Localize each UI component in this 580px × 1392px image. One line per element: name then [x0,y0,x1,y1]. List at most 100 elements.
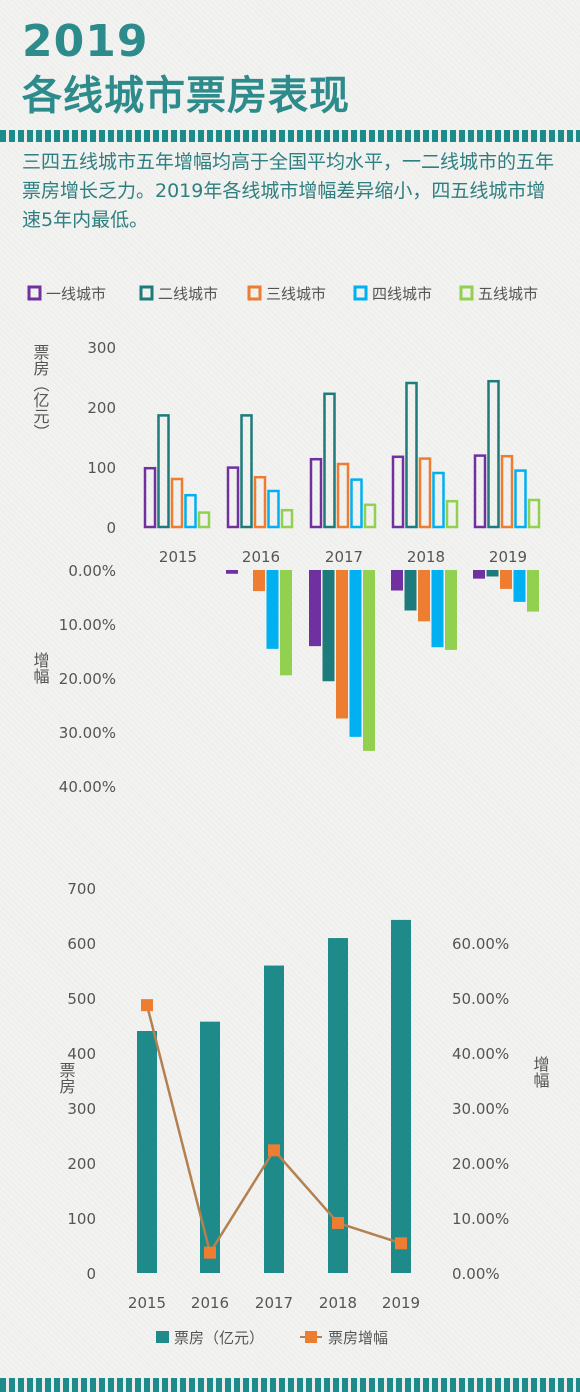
line-point [268,1144,280,1157]
description: 三四五线城市五年增幅均高于全国平均水平，一二线城市的五年票房增长乏力。2019年… [22,151,555,231]
legend-label-1: 一线城市 [46,285,106,303]
bar [445,570,457,650]
bar [328,938,348,1273]
y-tick-label: 10.00% [59,616,116,634]
x-tick-label: 2015 [159,548,197,566]
bar [527,498,541,529]
bar [197,511,211,529]
y-tick-label: 0.00% [68,562,116,580]
y-tick-label: 500 [67,990,96,1008]
y-tick-label: 300 [87,339,116,357]
x-tick-label: 2016 [242,548,280,566]
x-tick-label: 2015 [128,1294,166,1312]
y-tick-label: 700 [67,880,96,898]
legend-label-5: 五线城市 [478,285,538,303]
bar [143,466,157,529]
y-tick-label: 400 [67,1045,96,1063]
line-point [395,1237,407,1250]
bar [473,454,487,529]
legend-label-box-office: 票房（亿元） [174,1329,264,1347]
bar [309,570,321,647]
bar [514,469,527,529]
bar [157,414,170,529]
bar [264,965,284,1273]
y-tick-label: 20.00% [59,670,116,688]
legend-label-growth: 票房增幅 [328,1329,388,1347]
bar [280,570,292,676]
bar [500,454,514,529]
bar [226,570,238,574]
title-year: 2019 [22,16,149,67]
x-tick-label: 2018 [407,548,445,566]
legend-label-3: 三线城市 [266,285,326,303]
y2-tick-label: 40.00% [452,1045,509,1063]
bar [266,570,279,649]
bar [322,570,335,682]
bar [391,455,405,529]
y2-tick-label: 0.00% [452,1265,500,1283]
bar [323,392,336,529]
bar [184,493,197,529]
x-tick-label: 2017 [325,548,363,566]
y-axis-label: 票房（亿元） [31,344,50,440]
bar [309,457,323,529]
bar [253,570,265,592]
top-border [0,130,580,142]
bar [280,508,294,529]
y-tick-label: 0 [86,1265,96,1283]
bar [513,570,526,602]
bar [363,570,375,751]
bar [226,466,240,529]
bar [240,414,253,529]
legend-swatch-2 [139,285,154,301]
bar [487,379,500,529]
y2-tick-label: 50.00% [452,990,509,1008]
legend-swatch-1 [27,285,42,301]
bar [473,570,485,579]
x-tick-label: 2019 [382,1294,420,1312]
line-point [204,1246,216,1259]
legend-swatch-4 [353,285,368,301]
y-axis-label: 票房 [57,1062,76,1095]
y-tick-label: 300 [67,1100,96,1118]
bar [170,477,184,529]
y2-tick-label: 30.00% [452,1100,509,1118]
x-tick-label: 2017 [255,1294,293,1312]
bottom-border [0,1378,580,1392]
bar [200,1021,220,1273]
bar [486,570,499,577]
bar [500,570,512,589]
legend-swatch-5 [459,285,474,301]
y2-tick-label: 20.00% [452,1155,509,1173]
y2-axis-label: 增幅 [531,1056,550,1088]
tier-box-office-chart: 一线城市 二线城市 三线城市 四线城市 五线城市 0 100 200 300 票房（亿元） 2015… [27,285,541,796]
bar [391,919,411,1273]
bar [137,1031,157,1273]
legend-swatch-growth [305,1331,317,1343]
bar [418,457,432,529]
y2-tick-label: 60.00% [452,935,509,953]
bar [418,570,430,622]
bar [432,471,445,529]
line-point [141,999,153,1012]
y-tick-label: 100 [67,1210,96,1228]
y-axis-label: 增幅 [31,652,50,684]
x-tick-label: 2018 [319,1294,357,1312]
y-tick-label: 600 [67,935,96,953]
y2-tick-label: 10.00% [452,1210,509,1228]
legend-swatch-box-office [156,1331,169,1343]
line-point [332,1216,344,1229]
bar [431,570,444,648]
y-tick-label: 200 [87,399,116,417]
bar [527,570,539,612]
bar [391,570,403,591]
bar [267,489,280,529]
bar [405,381,418,529]
page-title: 各线城市票房表现 [22,73,350,119]
y-tick-label: 30.00% [59,724,116,742]
legend-label-4: 四线城市 [372,285,432,303]
national-box-office-chart: 0 100 200 300 400 500 600 700 0.00% 10.00% 20.00% 3… [57,880,550,1347]
legend-label-2: 二线城市 [158,285,218,303]
bar [253,475,267,529]
y-tick-label: 40.00% [59,778,116,796]
